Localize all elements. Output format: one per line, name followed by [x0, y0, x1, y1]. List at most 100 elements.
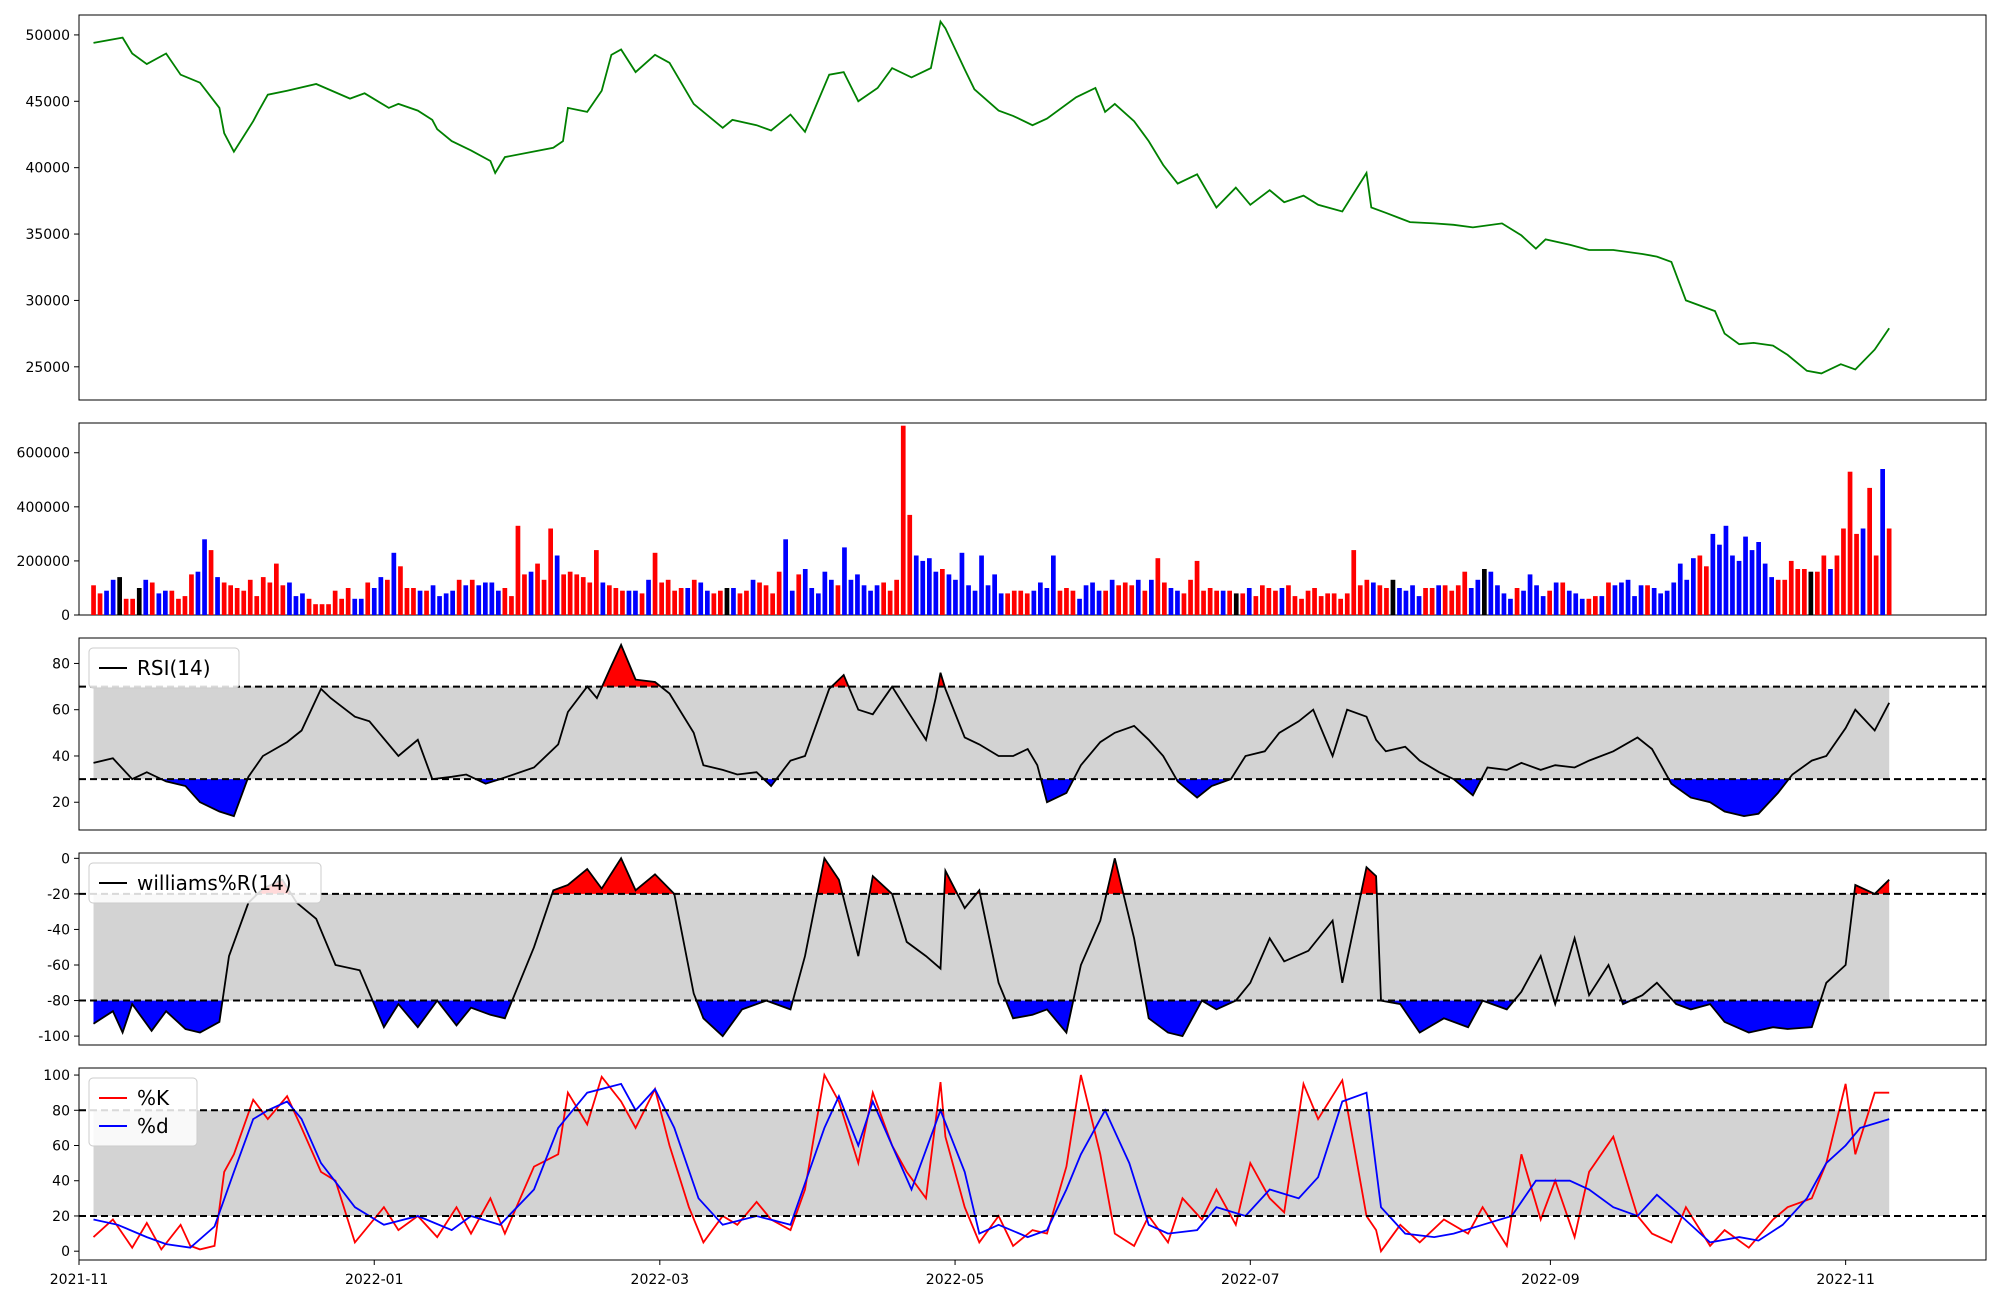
volume-bar [816, 593, 821, 615]
panel-frame [78, 14, 1987, 401]
williams-line [93, 856, 1890, 1038]
y-tick-label: -100 [38, 1029, 70, 1045]
volume-bar [332, 590, 338, 615]
volume-bar [1129, 585, 1135, 615]
y-tick-label: 60 [52, 703, 70, 719]
volume-bar [182, 596, 188, 615]
williams-r-panel: -100 -80 -60 -40 -20 0 williams%R(14) [38, 851, 1987, 1046]
legend-label: williams%R(14) [137, 871, 292, 895]
volume-bar [652, 552, 658, 615]
volume-panel: 0 200000 400000 600000 [17, 422, 1987, 624]
volume-bar [385, 579, 390, 615]
volume-bar [313, 604, 318, 615]
volume-bar [770, 593, 775, 615]
volume-bar [424, 590, 429, 615]
volume-bar [1292, 596, 1298, 615]
volume-bar [665, 579, 671, 615]
volume-bar [1841, 528, 1846, 615]
price-line [93, 19, 1890, 375]
y-tick-label: -80 [47, 994, 70, 1010]
volume-bar [979, 555, 984, 615]
volume-bar [1357, 585, 1363, 615]
volume-bar [802, 569, 808, 615]
volume-bar [724, 588, 730, 615]
volume-bar [574, 574, 580, 615]
volume-bar [339, 598, 344, 615]
volume-bar [280, 585, 286, 615]
volume-bar [1828, 569, 1833, 615]
volume-bar [1691, 558, 1696, 615]
x-tick-label: 2022-09 [1521, 1272, 1580, 1288]
volume-bar [319, 604, 325, 615]
volume-bar [1788, 560, 1794, 615]
overbought-fill [602, 644, 945, 687]
volume-bar [1495, 585, 1500, 615]
volume-bar [1671, 582, 1677, 615]
volume-bar [1880, 469, 1885, 615]
volume-bar [1684, 579, 1690, 615]
volume-bar [1625, 579, 1631, 615]
volume-bar [358, 598, 364, 615]
volume-bar [548, 528, 553, 615]
volume-bar [900, 425, 906, 615]
legend-label: %K [137, 1086, 170, 1110]
volume-bar [672, 590, 677, 615]
volume-bar [483, 582, 488, 615]
volume-bar [1664, 590, 1670, 615]
volume-bar [1762, 563, 1768, 615]
volume-bar [894, 579, 899, 615]
overbought-fill [257, 858, 1890, 894]
volume-bar [744, 590, 749, 615]
volume-bar [1149, 579, 1154, 615]
y-tick-label: 0 [61, 851, 70, 867]
volume-bar [1455, 585, 1461, 615]
stoch-d-line [93, 1082, 1890, 1249]
volume-bar [711, 593, 717, 615]
volume-bar [1011, 590, 1017, 615]
volume-bar [1135, 579, 1141, 615]
volume-bar [1240, 593, 1246, 615]
volume-bar [97, 593, 103, 615]
volume-bar [1645, 585, 1650, 615]
volume-bar [822, 571, 828, 615]
volume-bar [887, 590, 893, 615]
volume-bar [731, 588, 736, 615]
volume-bar [587, 582, 593, 615]
y-tick-label: 80 [52, 1103, 70, 1119]
volume-bar [796, 574, 802, 615]
volume-bar [1142, 590, 1148, 615]
volume-bar [176, 598, 181, 615]
volume-bar [535, 563, 540, 615]
volume-bar [1410, 585, 1415, 615]
y-tick-label: 45000 [25, 94, 70, 110]
volume-bar [1782, 579, 1788, 615]
volume-bar [1632, 596, 1637, 615]
volume-bar [1521, 590, 1526, 615]
rsi-line [93, 642, 1890, 818]
volume-bar [326, 604, 331, 615]
volume-bar [913, 555, 919, 615]
y-tick-label: 400000 [17, 500, 70, 516]
volume-bar [417, 590, 423, 615]
legend-box [88, 862, 322, 904]
volume-bar [1181, 593, 1187, 615]
y-tick-label: -40 [47, 922, 70, 938]
volume-bar [1638, 585, 1644, 615]
volume-bar [1468, 588, 1474, 615]
volume-bar [1749, 550, 1755, 615]
volume-bar [959, 552, 965, 615]
volume-bar [1527, 574, 1533, 615]
volume-bar [1188, 579, 1193, 615]
volume-bar [933, 571, 939, 615]
volume-bar [1175, 590, 1180, 615]
y-tick-label: 0 [61, 1244, 70, 1260]
volume-bar [274, 563, 279, 615]
volume-bar [1273, 590, 1278, 615]
volume-bar [1599, 596, 1605, 615]
volume-bar [1769, 577, 1774, 615]
volume-bar [378, 577, 384, 615]
y-tick-label: 40 [52, 749, 70, 765]
volume-bar [1573, 593, 1579, 615]
volume-bar [1566, 590, 1572, 615]
volume-bar [189, 574, 194, 615]
